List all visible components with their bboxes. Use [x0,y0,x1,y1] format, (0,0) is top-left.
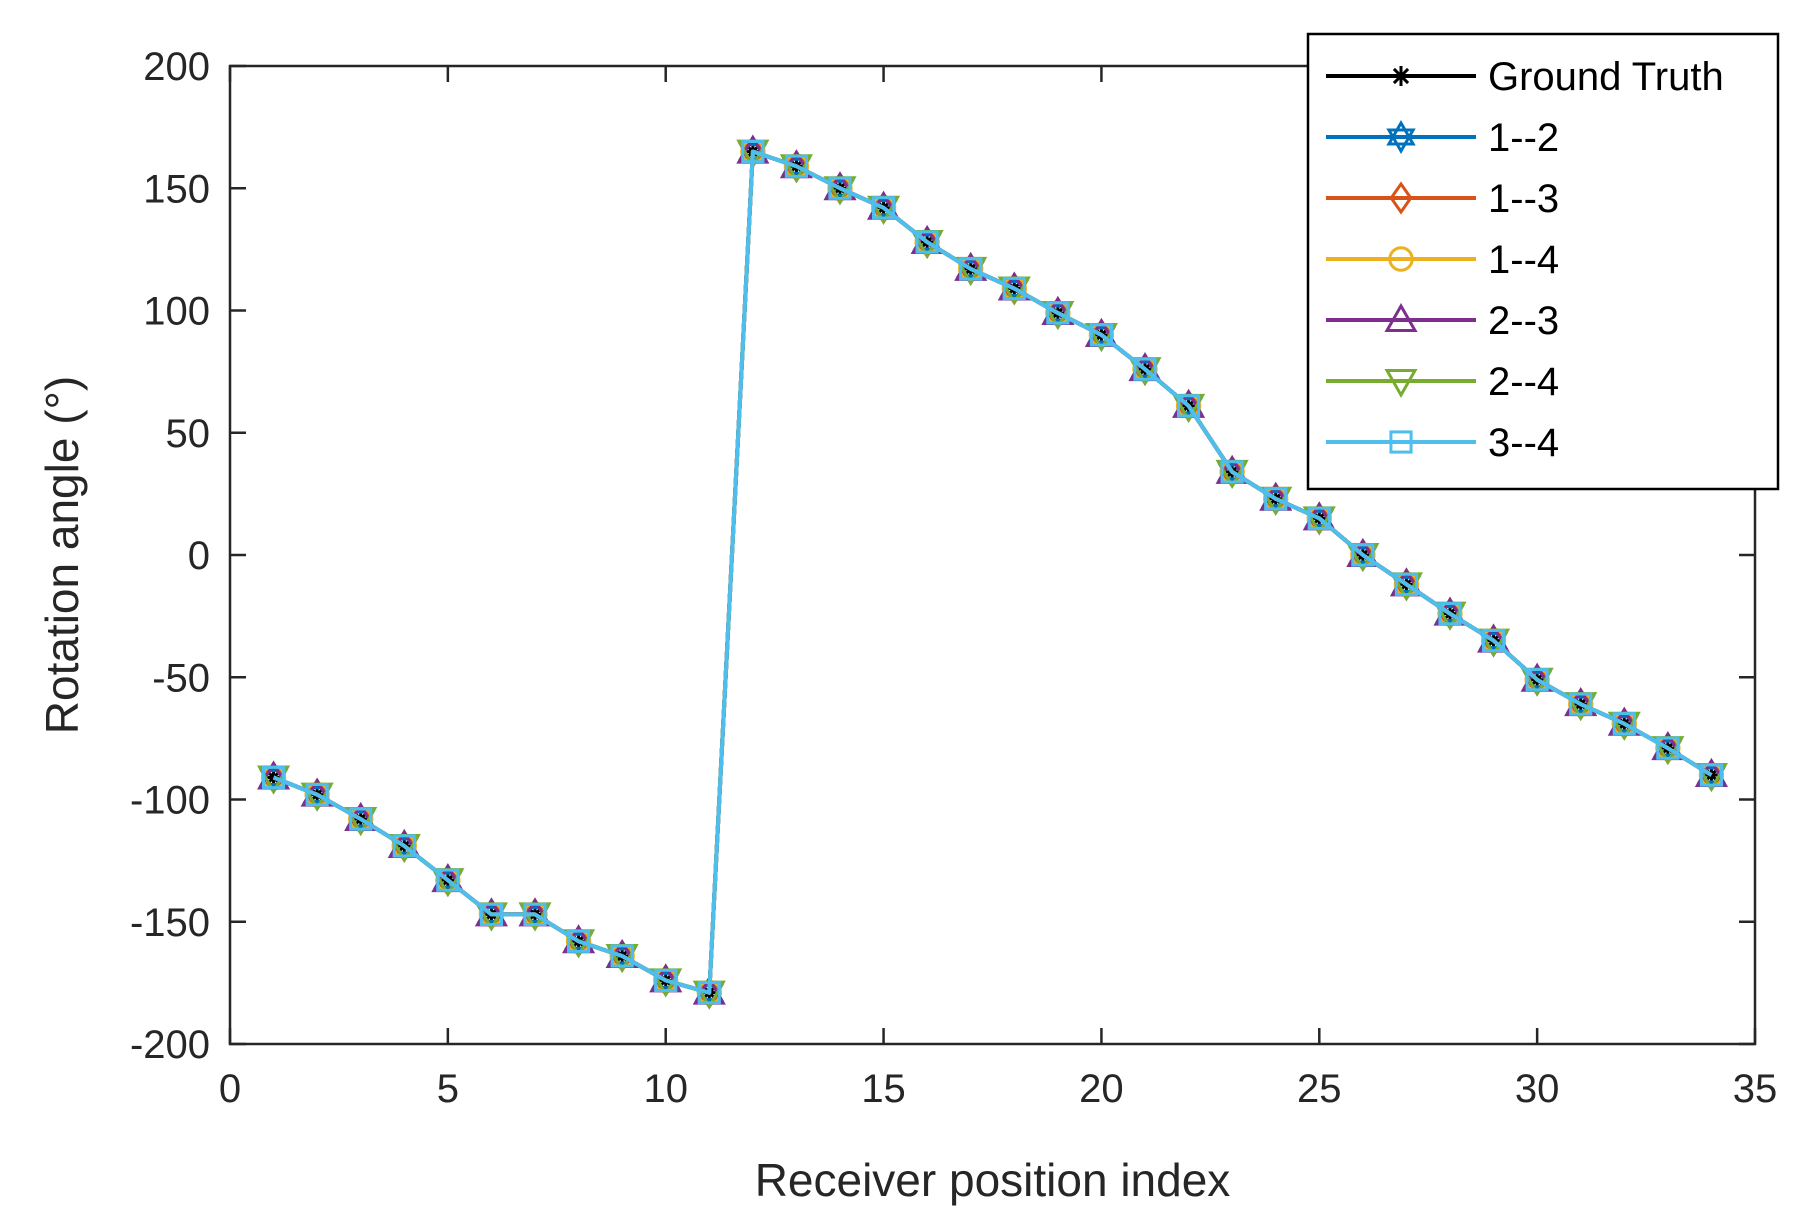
y-tick-label: -100 [130,779,210,823]
x-tick-label: 0 [219,1067,241,1111]
tick-labels: 0 5 10 15 20 25 30 35 -200 -150 -100 -50 0 50 100 150 20… [130,45,1777,1111]
data-point-marker [697,981,721,1005]
legend-box [1306,32,1780,491]
data-point-marker [305,783,329,807]
legend-entry: 3--4 [1326,421,1559,465]
data-point-marker [1046,301,1070,325]
legend-label: 1--3 [1488,177,1559,221]
data-point-marker [1002,276,1026,301]
legend-label: 1--2 [1488,116,1559,160]
data-point-marker [959,257,983,281]
data-point-marker [654,968,678,993]
data-point-marker [261,765,286,790]
data-point-marker [1438,602,1462,626]
series-layer [256,134,1729,1010]
legend-entry: 1--4 [1326,238,1559,282]
data-point-marker [479,902,504,926]
data-point-marker [1612,712,1636,736]
data-point-marker [1133,357,1157,381]
data-point-marker [1351,543,1375,567]
legend-marker [1391,66,1411,86]
legend-label: 1--4 [1488,238,1559,282]
x-tick-label: 30 [1515,1067,1560,1111]
legend-entry: 1--3 [1326,177,1559,221]
data-point-marker [871,196,896,220]
data-point-marker [1481,628,1506,653]
legend-marker [1389,430,1413,454]
data-point-marker [915,230,939,254]
data-point-marker [1656,736,1680,760]
x-tick-label: 35 [1733,1067,1778,1111]
data-point-marker [784,154,809,178]
axes-layer [228,64,1757,1046]
data-point-marker [828,176,852,200]
legend-entry: 1--2 [1326,116,1559,160]
data-point-marker [1264,487,1288,511]
series-line [272,149,1713,995]
y-tick-label: 150 [143,167,210,211]
x-tick-label: 10 [643,1067,688,1111]
y-tick-label: 100 [143,290,210,334]
x-axis-label: Receiver position index [755,1154,1231,1206]
y-tick-label: 50 [166,412,211,456]
y-axis-label: Rotation angle (°) [36,376,88,734]
y-tick-label: 200 [143,45,210,89]
data-point-marker [1525,668,1549,692]
data-point-marker [1089,323,1114,347]
data-point-marker [1701,765,1722,786]
legend-marker [1384,302,1418,332]
data-point-marker [349,807,373,831]
legend-entry: 2--4 [1326,360,1559,404]
legend-marker [1389,181,1413,215]
legend: Ground Truth 1--2 1--3 1--4 2--3 2--4 3--4 [1306,32,1780,491]
legend-entry: 2--3 [1326,299,1559,343]
data-point-marker [523,902,547,926]
legend-label: 2--3 [1488,299,1559,343]
data-point-marker [1394,572,1419,596]
data-point-marker [1307,506,1331,530]
y-tick-label: -50 [152,656,210,700]
data-point-marker [392,834,416,858]
legend-marker [1386,119,1416,155]
legend-label: 2--4 [1488,360,1559,404]
legend-entry: Ground Truth [1326,55,1724,99]
data-point-marker [566,929,591,953]
legend-label: 3--4 [1488,421,1559,465]
x-tick-label: 20 [1079,1067,1124,1111]
data-point-marker [436,868,460,892]
data-point-marker [263,767,284,788]
series-3-4 [261,139,1724,1005]
y-tick-label: -200 [130,1023,210,1067]
data-point-marker [1220,460,1244,484]
data-point-marker [1176,394,1201,418]
data-point-marker [610,944,634,968]
data-point-marker [1569,692,1593,716]
legend-label: Ground Truth [1488,55,1724,99]
x-tick-label: 25 [1297,1067,1342,1111]
legend-marker [1388,246,1414,272]
x-tick-label: 15 [861,1067,906,1111]
y-tick-label: 0 [188,534,210,578]
data-point-marker [1699,763,1724,787]
legend-marker [1384,369,1418,399]
y-tick-label: -150 [130,901,210,945]
x-tick-label: 5 [437,1067,459,1111]
data-point-marker [741,139,765,164]
